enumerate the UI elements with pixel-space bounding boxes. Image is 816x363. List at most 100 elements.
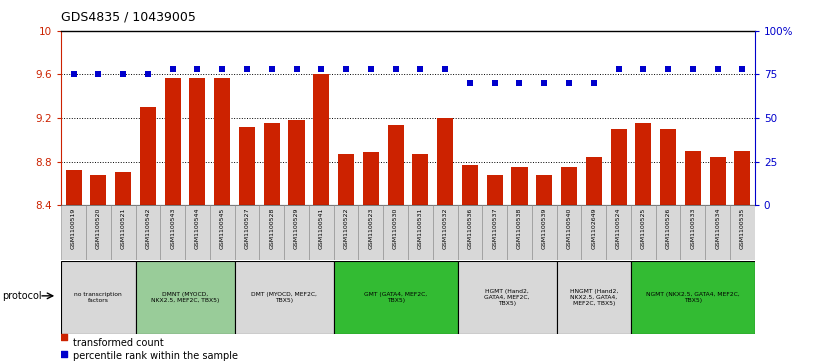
Point bbox=[92, 72, 105, 77]
Text: DMT (MYOCD, MEF2C,
TBX5): DMT (MYOCD, MEF2C, TBX5) bbox=[251, 292, 317, 303]
Bar bbox=[561, 167, 577, 205]
Bar bbox=[388, 125, 404, 205]
Bar bbox=[532, 205, 557, 260]
Bar bbox=[309, 205, 334, 260]
Point bbox=[686, 66, 699, 72]
Bar bbox=[557, 205, 581, 260]
Text: GSM1100545: GSM1100545 bbox=[220, 208, 224, 249]
Bar bbox=[289, 120, 304, 205]
Bar bbox=[660, 129, 676, 205]
Bar bbox=[586, 157, 602, 205]
Bar bbox=[685, 151, 701, 205]
Text: GDS4835 / 10439005: GDS4835 / 10439005 bbox=[61, 11, 196, 24]
Text: NGMT (NKX2.5, GATA4, MEF2C,
TBX5): NGMT (NKX2.5, GATA4, MEF2C, TBX5) bbox=[646, 292, 739, 303]
Text: GSM1100530: GSM1100530 bbox=[393, 208, 398, 249]
Point bbox=[389, 66, 402, 72]
Bar bbox=[512, 167, 527, 205]
Bar bbox=[189, 78, 206, 205]
Point bbox=[141, 72, 154, 77]
Bar bbox=[135, 205, 160, 260]
Point bbox=[117, 72, 130, 77]
Text: no transcription
factors: no transcription factors bbox=[74, 292, 122, 303]
Bar bbox=[210, 205, 235, 260]
Bar bbox=[86, 205, 111, 260]
Bar bbox=[140, 107, 156, 205]
Bar bbox=[462, 165, 478, 205]
Bar bbox=[432, 205, 458, 260]
Text: GSM1100532: GSM1100532 bbox=[442, 208, 448, 249]
Text: DMNT (MYOCD,
NKX2.5, MEF2C, TBX5): DMNT (MYOCD, NKX2.5, MEF2C, TBX5) bbox=[151, 292, 220, 303]
Text: GSM1100526: GSM1100526 bbox=[666, 208, 671, 249]
Text: GSM1100527: GSM1100527 bbox=[245, 208, 250, 249]
Point bbox=[463, 80, 477, 86]
Bar bbox=[486, 175, 503, 205]
Bar bbox=[631, 205, 656, 260]
Text: GSM1100534: GSM1100534 bbox=[715, 208, 721, 249]
Bar bbox=[582, 205, 606, 260]
Point bbox=[265, 66, 278, 72]
Point bbox=[290, 66, 303, 72]
Point bbox=[588, 80, 601, 86]
Bar bbox=[284, 205, 309, 260]
Text: GSM1100538: GSM1100538 bbox=[517, 208, 522, 249]
Bar bbox=[408, 205, 432, 260]
Text: GSM1100528: GSM1100528 bbox=[269, 208, 274, 249]
Text: GSM1100519: GSM1100519 bbox=[71, 208, 76, 249]
Bar bbox=[61, 205, 86, 260]
Bar bbox=[235, 261, 334, 334]
Text: GSM1100539: GSM1100539 bbox=[542, 208, 547, 249]
Point bbox=[439, 66, 452, 72]
Point bbox=[364, 66, 377, 72]
Bar bbox=[214, 78, 230, 205]
Point bbox=[67, 72, 80, 77]
Bar bbox=[185, 205, 210, 260]
Text: GSM1100531: GSM1100531 bbox=[418, 208, 423, 249]
Bar bbox=[656, 205, 681, 260]
Text: GSM1100521: GSM1100521 bbox=[121, 208, 126, 249]
Bar bbox=[636, 123, 651, 205]
Bar bbox=[536, 175, 552, 205]
Point bbox=[538, 80, 551, 86]
Text: GSM1100533: GSM1100533 bbox=[690, 208, 695, 249]
Text: transformed count: transformed count bbox=[73, 338, 164, 348]
Point bbox=[191, 66, 204, 72]
Text: GSM1100520: GSM1100520 bbox=[95, 208, 101, 249]
Text: percentile rank within the sample: percentile rank within the sample bbox=[73, 351, 238, 361]
Text: GSM1100542: GSM1100542 bbox=[145, 208, 150, 249]
Bar bbox=[412, 154, 428, 205]
Bar bbox=[313, 74, 330, 205]
Bar bbox=[437, 118, 453, 205]
Point bbox=[144, 104, 157, 110]
Bar bbox=[111, 205, 135, 260]
Bar bbox=[65, 170, 82, 205]
Point bbox=[736, 66, 749, 72]
Point bbox=[339, 66, 353, 72]
Text: GSM1100529: GSM1100529 bbox=[294, 208, 299, 249]
Bar bbox=[334, 261, 458, 334]
Bar bbox=[681, 205, 705, 260]
Bar bbox=[115, 172, 131, 205]
Text: GSM1100535: GSM1100535 bbox=[740, 208, 745, 249]
Text: GSM1100523: GSM1100523 bbox=[368, 208, 374, 249]
Text: GSM1100522: GSM1100522 bbox=[344, 208, 348, 249]
Point bbox=[315, 66, 328, 72]
Bar bbox=[135, 261, 235, 334]
Text: GSM1100540: GSM1100540 bbox=[566, 208, 571, 249]
Text: GSM1100524: GSM1100524 bbox=[616, 208, 621, 249]
Point bbox=[414, 66, 427, 72]
Text: GMT (GATA4, MEF2C,
TBX5): GMT (GATA4, MEF2C, TBX5) bbox=[364, 292, 428, 303]
Bar bbox=[730, 205, 755, 260]
Point bbox=[513, 80, 526, 86]
Text: GSM1100537: GSM1100537 bbox=[492, 208, 497, 249]
Point bbox=[144, 260, 157, 265]
Bar bbox=[239, 127, 255, 205]
Bar bbox=[710, 157, 725, 205]
Bar bbox=[482, 205, 507, 260]
Point bbox=[166, 66, 180, 72]
Point bbox=[215, 66, 228, 72]
Bar bbox=[259, 205, 284, 260]
Text: HGMT (Hand2,
GATA4, MEF2C,
TBX5): HGMT (Hand2, GATA4, MEF2C, TBX5) bbox=[485, 289, 530, 306]
Bar bbox=[384, 205, 408, 260]
Bar bbox=[363, 152, 379, 205]
Point bbox=[612, 66, 625, 72]
